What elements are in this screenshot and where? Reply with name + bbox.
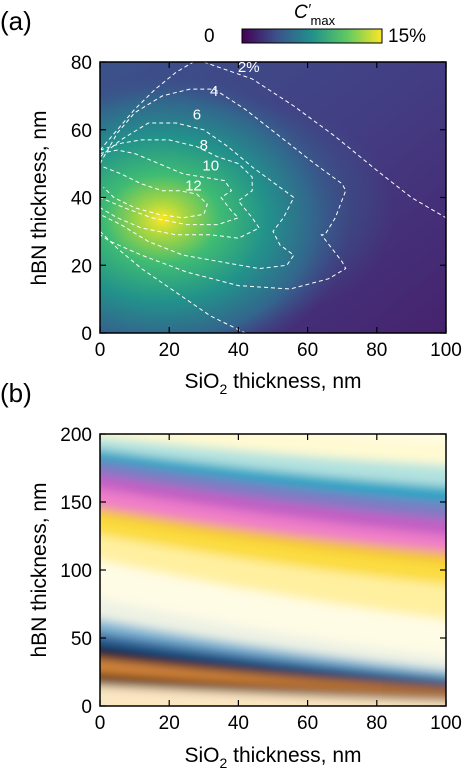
panel-b-y-tick-label: 0 xyxy=(81,697,92,718)
contour-line xyxy=(100,62,194,151)
panel-b-ticks: 0 20 40 60 80 100 0 50 100 150 200 xyxy=(60,425,462,734)
colorbar-min-label: 0 xyxy=(204,26,215,47)
panel-b-x-tick-label: 60 xyxy=(297,713,318,734)
panel-b-color-bands xyxy=(100,434,446,706)
panel-b-x-axis-label: SiO2 thickness, nm xyxy=(184,744,361,771)
panel-a-x-tick-label: 0 xyxy=(95,340,106,361)
panel-b-x-tick-label: 80 xyxy=(366,713,387,734)
panel-a-y-tick-label: 60 xyxy=(71,121,92,142)
panel-b-x-tick-label: 100 xyxy=(430,713,462,734)
contour-line xyxy=(100,139,260,239)
panel-b-y-axis-label: hBN thickness, nm xyxy=(28,482,51,657)
panel-a-x-tick-label: 100 xyxy=(430,340,462,361)
panel-a-y-tick-label: 20 xyxy=(71,256,92,277)
panel-a-x-axis-label: SiO2 thickness, nm xyxy=(184,370,361,397)
contour-label: 8 xyxy=(200,137,208,154)
panel-a-y-tick-label: 0 xyxy=(81,324,92,345)
colorbar-title: C′max xyxy=(294,1,336,28)
panel-b-x-tick-label: 0 xyxy=(95,713,106,734)
contour-line xyxy=(100,149,240,226)
contour-label: 4 xyxy=(210,83,218,100)
contour-line xyxy=(100,122,295,270)
panel-a-label: (a) xyxy=(0,6,32,36)
contour-label: 12 xyxy=(185,178,202,195)
colorbar: 0 15% C′max xyxy=(204,1,426,47)
contour-line xyxy=(100,88,347,290)
panel-a-x-tick-label: 40 xyxy=(228,340,249,361)
panel-b-y-tick-label: 200 xyxy=(60,425,92,446)
panel-b-y-tick-label: 150 xyxy=(60,493,92,514)
panel-b-label: (b) xyxy=(0,378,32,408)
panel-b-y-tick-label: 50 xyxy=(71,629,92,650)
panel-a-ticks: 0 20 40 60 80 100 0 20 40 60 80 xyxy=(71,53,462,361)
panel-b-x-tick-label: 20 xyxy=(159,713,180,734)
contour-label: 2% xyxy=(238,59,260,76)
contour-label: 6 xyxy=(193,107,201,124)
colorbar-title-prime: ′ xyxy=(308,1,312,18)
panel-a-x-tick-label: 60 xyxy=(297,340,318,361)
panel-a-x-tick-label: 20 xyxy=(159,340,180,361)
panel-a-y-tick-label: 40 xyxy=(71,189,92,210)
contour-line xyxy=(203,62,446,219)
panel-a-y-axis-label: hBN thickness, nm xyxy=(28,110,51,285)
colorbar-title-symbol: C xyxy=(294,2,308,23)
panel-a-x-tick-label: 80 xyxy=(366,340,387,361)
panel-a-heatmap-hotspot xyxy=(100,62,446,333)
panel-b-y-tick-label: 100 xyxy=(60,561,92,582)
colorbar-max-label: 15% xyxy=(388,26,426,47)
panel-b-x-tick-label: 40 xyxy=(228,713,249,734)
contour-line xyxy=(103,166,208,219)
colorbar-bar xyxy=(241,28,383,44)
contour-label: 10 xyxy=(202,157,219,174)
colorbar-title-subscript: max xyxy=(311,13,336,28)
panel-a-contours xyxy=(100,62,446,333)
panel-b-chart: 0 20 40 60 80 100 0 50 100 150 200 SiO2 thickness,… xyxy=(28,425,462,771)
color-band xyxy=(100,685,446,706)
panel-a-y-tick-label: 80 xyxy=(71,53,92,74)
